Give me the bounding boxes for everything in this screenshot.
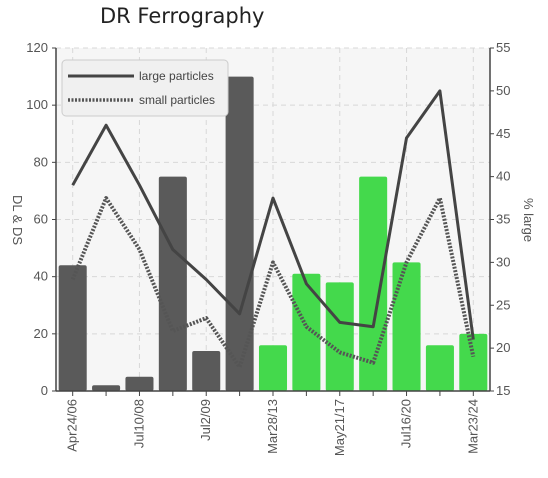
bar-12 [425, 345, 454, 391]
y-right-axis-title: % large [521, 198, 536, 242]
bar-1 [58, 265, 87, 391]
y-right-tick-label: 45 [496, 126, 510, 141]
legend-label-small: small particles [139, 93, 215, 107]
bar-9 [325, 282, 354, 391]
y-right-tick-label: 20 [496, 340, 510, 355]
line-series [70, 89, 476, 369]
x-tick-label: Apr24/06 [65, 399, 80, 452]
y-left-tick-label: 100 [26, 97, 48, 112]
y-right-tick-label: 55 [496, 40, 510, 55]
y-right-tick-label: 15 [496, 383, 510, 398]
bar-7 [258, 345, 288, 391]
legend-label-large: large particles [139, 69, 214, 83]
y-left-tick-label: 20 [34, 326, 48, 341]
y-right-tick-label: 40 [496, 169, 510, 184]
bar-8 [292, 273, 321, 391]
bar-11 [392, 262, 421, 391]
bar-13 [459, 333, 488, 391]
y-right-tick-label: 30 [496, 254, 510, 269]
y-right-tick-label: 35 [496, 212, 510, 227]
y-left-tick-label: 40 [34, 269, 48, 284]
x-tick-label: Mar28/13 [265, 399, 280, 454]
bar-3 [125, 376, 154, 391]
chart-title: DR Ferrography [100, 4, 265, 28]
bar-2 [92, 385, 121, 391]
y-left-tick-label: 80 [34, 154, 48, 169]
y-left-tick-label: 120 [26, 40, 48, 55]
x-tick-label: May21/17 [332, 399, 347, 456]
y-left-tick-label: 0 [41, 383, 48, 398]
y-left-axis-title: DL & DS [10, 195, 25, 245]
x-tick-label: Jul16/20 [399, 399, 414, 448]
bar-5 [192, 350, 221, 391]
series-line-small-particles [70, 196, 476, 369]
y-right-tick-label: 50 [496, 83, 510, 98]
y-right-tick-label: 25 [496, 297, 510, 312]
bar-series [58, 76, 488, 391]
y-left-tick-label: 60 [34, 212, 48, 227]
x-tick-label: Jul2/09 [198, 399, 213, 441]
tick-labels: 0 20 40 60 80 100 120 15 20 25 30 35 40 45 50 55 Apr24/0… [26, 40, 510, 456]
legend: large particles small particles [61, 59, 229, 117]
series-line-large-particles [71, 89, 475, 340]
bar-4 [158, 176, 187, 391]
legend-box [61, 59, 229, 117]
x-tick-label: Mar23/24 [465, 399, 480, 454]
bar-6 [225, 76, 254, 391]
x-tick-label: Jul10/08 [131, 399, 146, 448]
